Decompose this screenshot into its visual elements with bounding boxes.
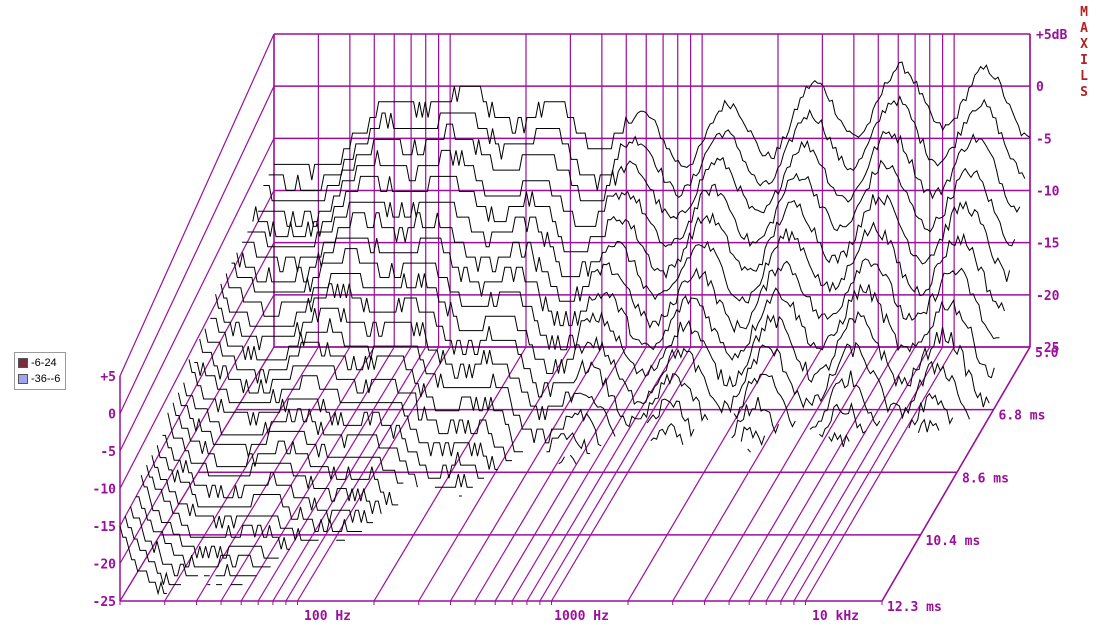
grid-line — [257, 346, 412, 602]
grid-line — [119, 190, 275, 489]
grid-line — [672, 346, 823, 602]
y-tick-label: -5 — [100, 445, 116, 460]
grid-line — [793, 346, 944, 602]
waterfall-slice — [258, 149, 1016, 248]
waterfall-slice — [252, 175, 1011, 282]
grid-line — [119, 138, 275, 452]
grid-line — [765, 346, 916, 602]
legend-item: -36--6 — [18, 371, 65, 387]
brand-logo-letter: L — [1080, 69, 1088, 84]
grid-line — [881, 346, 1031, 602]
z-tick-label: 10.4 ms — [926, 534, 981, 549]
waterfall-slice — [210, 317, 850, 448]
grid-line — [748, 346, 899, 602]
label-layer: +5 +5dB 0 0 -5 -5 -10 -10 -15 -15 -20 -20 -25 -25 100 … — [93, 5, 1089, 624]
legend-swatch — [18, 374, 28, 384]
waterfall-slice — [151, 455, 345, 541]
waterfall-slice — [162, 434, 373, 524]
waterfall-slice — [183, 382, 473, 488]
grid-line — [220, 346, 375, 602]
z-tick-label: 8.6 ms — [962, 471, 1009, 486]
legend-label: -36--6 — [31, 373, 61, 385]
y-tick-label: -20 — [93, 558, 117, 573]
grid-layer — [119, 33, 1031, 605]
trace-layer — [120, 61, 1031, 593]
waterfall-slice — [231, 248, 990, 408]
waterfall-slice — [220, 283, 954, 430]
grid-line — [526, 346, 679, 602]
grid-line — [780, 346, 931, 602]
brand-logo-letter: S — [1080, 85, 1088, 100]
grid-line — [285, 346, 440, 602]
z-tick-label: 6.8 ms — [999, 409, 1046, 424]
waterfall-slice — [242, 212, 1000, 340]
y-tick-label: +5dB — [1036, 28, 1067, 43]
z-tick-label: 5.0 — [1035, 346, 1059, 361]
grid-line — [272, 346, 427, 602]
grid-line — [539, 346, 692, 602]
grid-line — [805, 346, 955, 602]
y-tick-label: -25 — [93, 595, 116, 610]
y-tick-label: -10 — [93, 483, 117, 498]
grid-line — [418, 346, 571, 602]
grid-line — [551, 346, 703, 602]
waterfall-slice — [263, 123, 1021, 220]
waterfall-slice — [156, 445, 362, 532]
y-tick-label: -20 — [1036, 289, 1060, 304]
grid-line — [703, 346, 855, 602]
waterfall-slice — [188, 359, 484, 479]
y-tick-label: -10 — [1036, 185, 1060, 200]
y-tick-label: 0 — [1036, 80, 1044, 95]
y-tick-label: -15 — [1036, 237, 1059, 252]
waterfall-slice — [274, 61, 1031, 181]
brand-logo-letter: I — [1080, 53, 1088, 68]
y-tick-label: +5 — [100, 370, 116, 385]
legend-label: -6-24 — [31, 357, 57, 369]
waterfall-slice — [204, 328, 751, 454]
waterfall-slice — [268, 94, 1026, 198]
y-tick-label: -5 — [1036, 132, 1052, 147]
legend-swatch — [18, 358, 28, 368]
y-tick-label: -15 — [93, 520, 116, 535]
grid-line — [449, 346, 603, 602]
waterfall-slice — [177, 392, 462, 497]
grid-line — [119, 33, 275, 377]
brand-logo-letter: M — [1080, 5, 1088, 20]
x-tick-label: 100 Hz — [304, 609, 351, 624]
waterfall-slice — [135, 496, 271, 568]
waterfall-slice — [236, 237, 995, 379]
grid-line — [728, 346, 879, 602]
grid-line — [474, 346, 627, 602]
waterfall-slice — [124, 516, 243, 586]
waterfall-slice — [167, 412, 382, 514]
waterfall-slice — [225, 273, 970, 420]
grid-line — [627, 346, 779, 602]
grid-line — [511, 346, 664, 602]
waterfall-slice — [130, 506, 257, 577]
legend: -6-24 -36--6 — [14, 352, 66, 390]
brand-logo-letter: X — [1080, 37, 1088, 52]
y-tick-label: -25 — [1036, 341, 1059, 356]
x-tick-label: 10 kHz — [812, 609, 859, 624]
waterfall-slice — [247, 201, 1005, 312]
z-tick-label: 12.3 ms — [887, 600, 942, 615]
y-tick-label: 0 — [108, 408, 116, 423]
waterfall-slice — [172, 402, 399, 506]
waterfall-slice — [140, 474, 279, 559]
grid-line — [494, 346, 647, 602]
x-tick-label: 1000 Hz — [554, 609, 609, 624]
legend-item: -6-24 — [18, 355, 65, 371]
grid-line — [119, 294, 275, 564]
waterfall-slice — [199, 338, 577, 465]
waterfall-slice — [194, 362, 498, 470]
grid-line — [195, 346, 351, 602]
grid-line — [240, 346, 395, 602]
brand-logo-letter: A — [1080, 21, 1088, 36]
waterfall-slice — [215, 294, 940, 439]
grid-line — [119, 85, 275, 414]
